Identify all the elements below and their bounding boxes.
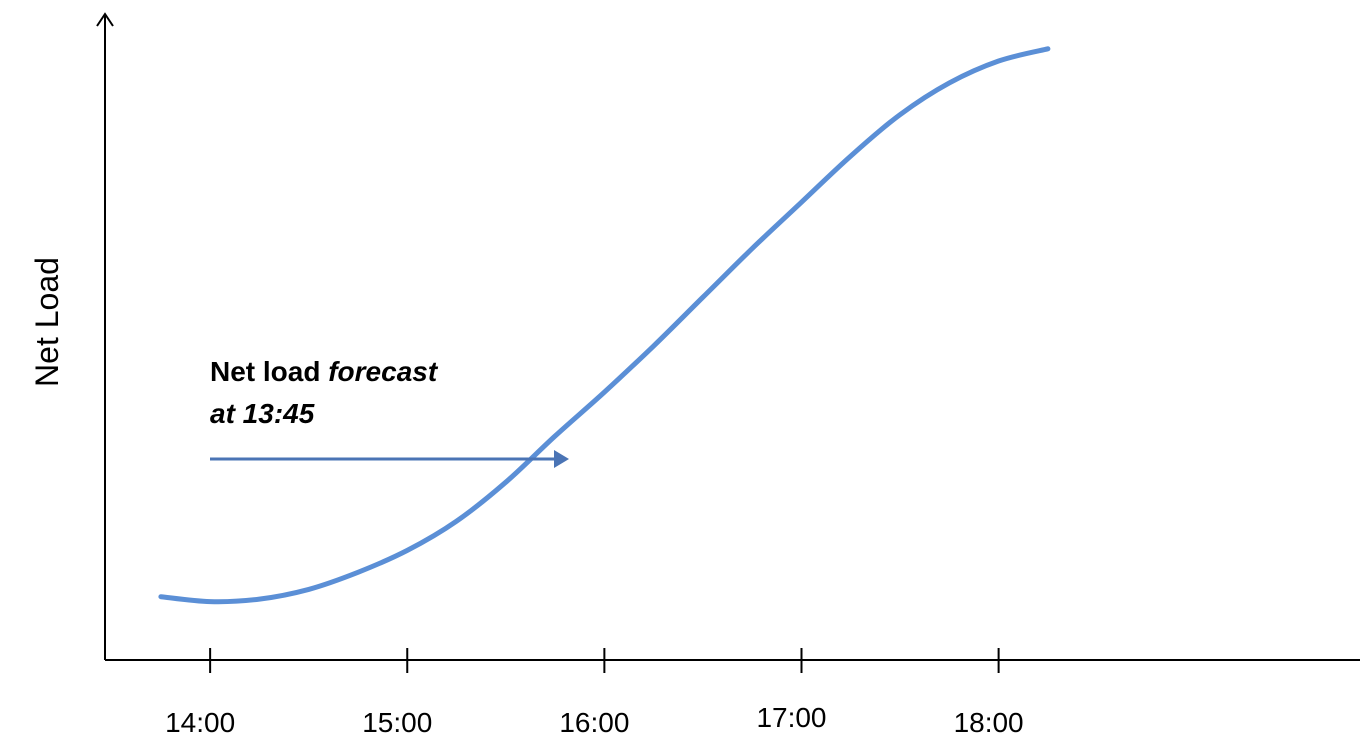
x-tick-label-1500: 15:00: [362, 707, 432, 738]
y-axis-arrow-icon: [96, 12, 114, 27]
net-load-series-line: [158, 46, 1051, 605]
y-axis-label: Net Load: [29, 257, 65, 387]
x-ticks: [209, 648, 1000, 673]
x-tick-label-1400: 14:00: [165, 707, 235, 738]
annotation-regular-text: Net load: [210, 356, 328, 387]
annotation-line-1: Net load forecast: [210, 356, 439, 387]
x-tick-label-1700: 17:00: [756, 702, 826, 733]
x-tick-labels: 14:00 15:00 16:00 17:00 18:00: [165, 702, 1024, 738]
annotation-arrowhead-icon: [554, 450, 569, 468]
annotation-italic-text: forecast: [328, 356, 439, 387]
x-tick-label-1800: 18:00: [954, 707, 1024, 738]
x-tick-label-1600: 16:00: [559, 707, 629, 738]
annotation-line-2: at 13:45: [210, 398, 315, 429]
